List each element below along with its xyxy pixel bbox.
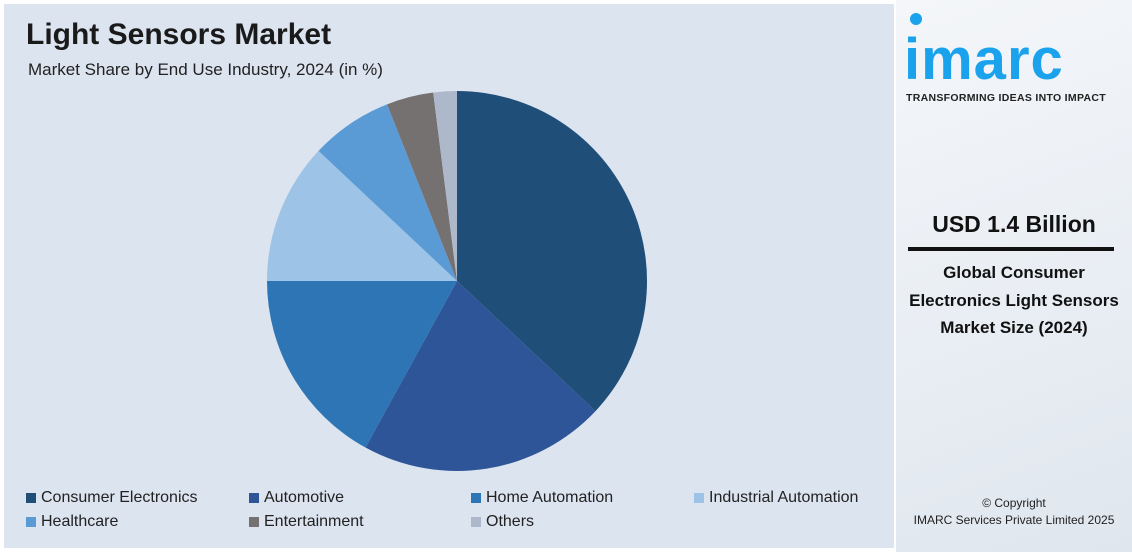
legend-swatch [249,516,259,527]
legend-item: Others [471,512,534,531]
copyright: © Copyright IMARC Services Private Limit… [896,495,1132,529]
chart-panel: Light Sensors Market Market Share by End… [4,4,894,548]
pie-slice-consumer-electronics [457,91,648,412]
logo-tagline: TRANSFORMING IDEAS INTO IMPACT [906,92,1106,104]
market-value: USD 1.4 Billion [932,211,1096,237]
legend-item: Healthcare [26,512,118,531]
pie-slice-home-automation [267,281,457,448]
legend-item: Consumer Electronics [26,488,198,507]
pie-slice-automotive [365,281,596,471]
chart-title: Light Sensors Market [26,18,332,51]
pie-slice-healthcare [318,104,457,281]
logo-dot [910,13,922,25]
legend-item: Home Automation [471,488,613,507]
legend-swatch [26,516,36,527]
legend-item: Automotive [249,488,344,507]
legend-swatch [471,516,481,527]
legend-swatch [249,492,259,503]
legend-label: Home Automation [486,489,614,506]
market-description: Global Consumer Electronics Light Sensor… [909,263,1119,337]
legend-label: Automotive [264,489,345,506]
legend-item: Entertainment [249,512,364,531]
pie-slice-entertainment [387,92,457,282]
copyright-label: © Copyright [982,496,1046,510]
legend-label: Others [486,513,535,530]
legend-swatch [26,492,36,503]
legend-swatch [471,492,481,503]
legend-label: Healthcare [41,513,119,530]
legend-label: Industrial Automation [709,489,859,506]
imarc-logo: imarc [904,27,1064,92]
pie-chart [267,91,648,471]
legend-item: Industrial Automation [694,488,858,507]
divider [908,247,1114,251]
legend-swatch [694,492,704,503]
pie-slice-others [433,91,457,281]
pie-slice-industrial-automation [267,150,457,281]
chart-subtitle: Market Share by End Use Industry, 2024 (… [28,60,383,79]
company-name: IMARC Services Private Limited 2025 [913,513,1115,527]
info-panel: imarc TRANSFORMING IDEAS INTO IMPACT USD… [896,0,1132,552]
legend-label: Consumer Electronics [41,489,198,506]
legend-label: Entertainment [264,513,364,530]
